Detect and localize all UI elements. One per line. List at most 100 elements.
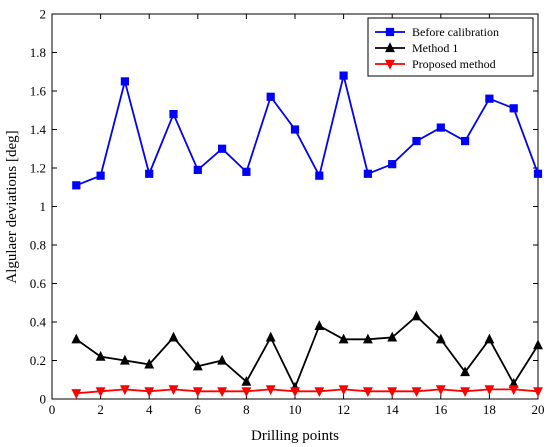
- legend: Before calibration Method 1 Proposed metho…: [367, 17, 534, 77]
- series-2: [71, 310, 543, 392]
- x-tick-label: 4: [146, 402, 153, 417]
- data-point: [338, 333, 349, 344]
- data-point: [72, 181, 81, 190]
- y-tick-label: 0.8: [30, 238, 46, 253]
- y-tick-label: 1.8: [30, 45, 46, 60]
- data-point: [363, 169, 372, 178]
- data-point: [119, 354, 130, 365]
- x-tick-label: 6: [195, 402, 202, 417]
- y-tick-label: 0.6: [30, 276, 47, 291]
- data-point: [484, 333, 495, 344]
- series-line: [76, 388, 539, 395]
- legend-label: Before calibration: [412, 25, 499, 39]
- data-point: [387, 387, 398, 398]
- data-point: [508, 385, 519, 396]
- data-point: [265, 385, 276, 396]
- legend-label: Proposed method: [412, 57, 496, 71]
- data-point: [484, 385, 495, 396]
- x-tick-label: 16: [434, 402, 448, 417]
- data-point: [533, 169, 543, 178]
- x-tick-label: 18: [483, 402, 496, 417]
- data-point: [411, 387, 422, 398]
- data-point: [435, 333, 446, 344]
- y-tick-label: 1.4: [30, 122, 47, 137]
- data-point: [265, 331, 276, 342]
- x-axis-label: Drilling points: [251, 428, 339, 444]
- x-tick-label: 2: [97, 402, 104, 417]
- data-point: [362, 333, 373, 344]
- data-point: [435, 385, 446, 396]
- data-point: [71, 333, 82, 344]
- y-axis-label: Algulaer deviations [deg]: [4, 130, 20, 283]
- data-point: [460, 366, 471, 377]
- data-point: [71, 389, 82, 399]
- legend-box: [367, 17, 534, 77]
- data-point: [338, 385, 349, 396]
- data-point: [241, 375, 252, 386]
- data-point: [314, 320, 325, 330]
- data-point: [192, 387, 203, 398]
- axis-ticks: 0 2 4 6 8 10 12 14 16 18 20 0 0.2 0.4 0.6 0.8 1 1.2 1.4 1.6…: [30, 7, 545, 418]
- y-tick-label: 0.4: [30, 315, 47, 330]
- data-point: [387, 331, 398, 342]
- data-point: [315, 171, 324, 180]
- y-tick-label: 0: [40, 392, 47, 407]
- x-tick-label: 0: [49, 402, 56, 417]
- legend-entry: Proposed method: [375, 57, 496, 71]
- data-point: [242, 167, 251, 176]
- data-point: [193, 165, 202, 175]
- data-point: [388, 160, 397, 169]
- data-point: [314, 387, 325, 398]
- data-point: [339, 71, 348, 80]
- data-point: [509, 104, 518, 113]
- data-point: [533, 339, 543, 350]
- data-point: [217, 354, 228, 365]
- data-point: [96, 171, 105, 180]
- data-point: [144, 358, 155, 369]
- data-point: [218, 144, 227, 153]
- data-point: [144, 387, 155, 398]
- y-tick-label: 1: [40, 199, 47, 214]
- data-point: [169, 110, 178, 119]
- y-tick-label: 1.6: [30, 84, 47, 99]
- legend-marker: [385, 59, 395, 70]
- series-layer: [71, 71, 543, 399]
- y-tick-label: 1.2: [30, 161, 46, 176]
- x-tick-label: 10: [289, 402, 302, 417]
- data-point: [168, 385, 179, 396]
- data-point: [485, 94, 494, 103]
- data-point: [217, 387, 228, 398]
- data-point: [533, 387, 543, 398]
- data-point: [241, 387, 252, 398]
- data-point: [95, 350, 106, 361]
- data-point: [266, 92, 275, 101]
- series-line: [75, 75, 539, 187]
- legend-entry: Before calibration: [375, 25, 499, 39]
- data-point: [192, 360, 203, 371]
- x-tick-label: 20: [532, 402, 545, 417]
- x-tick-label: 12: [337, 402, 350, 417]
- x-tick-label: 8: [243, 402, 250, 417]
- y-tick-label: 2: [40, 7, 47, 22]
- data-point: [436, 123, 445, 132]
- data-point: [168, 331, 179, 342]
- data-point: [119, 385, 130, 396]
- y-tick-label: 0.2: [30, 353, 46, 368]
- data-point: [461, 136, 470, 146]
- data-point: [290, 125, 300, 134]
- data-point: [290, 387, 300, 398]
- series-1: [72, 71, 543, 190]
- series-line: [75, 315, 539, 390]
- x-tick-label: 14: [386, 402, 400, 417]
- legend-marker: [385, 42, 395, 53]
- data-point: [145, 169, 154, 178]
- data-point: [362, 387, 373, 398]
- legend-label: Method 1: [412, 41, 458, 55]
- data-point: [460, 387, 471, 398]
- data-point: [95, 387, 106, 398]
- series-3: [71, 385, 543, 399]
- data-point: [412, 136, 421, 146]
- data-point: [120, 77, 130, 86]
- legend-entry: Method 1: [375, 41, 458, 55]
